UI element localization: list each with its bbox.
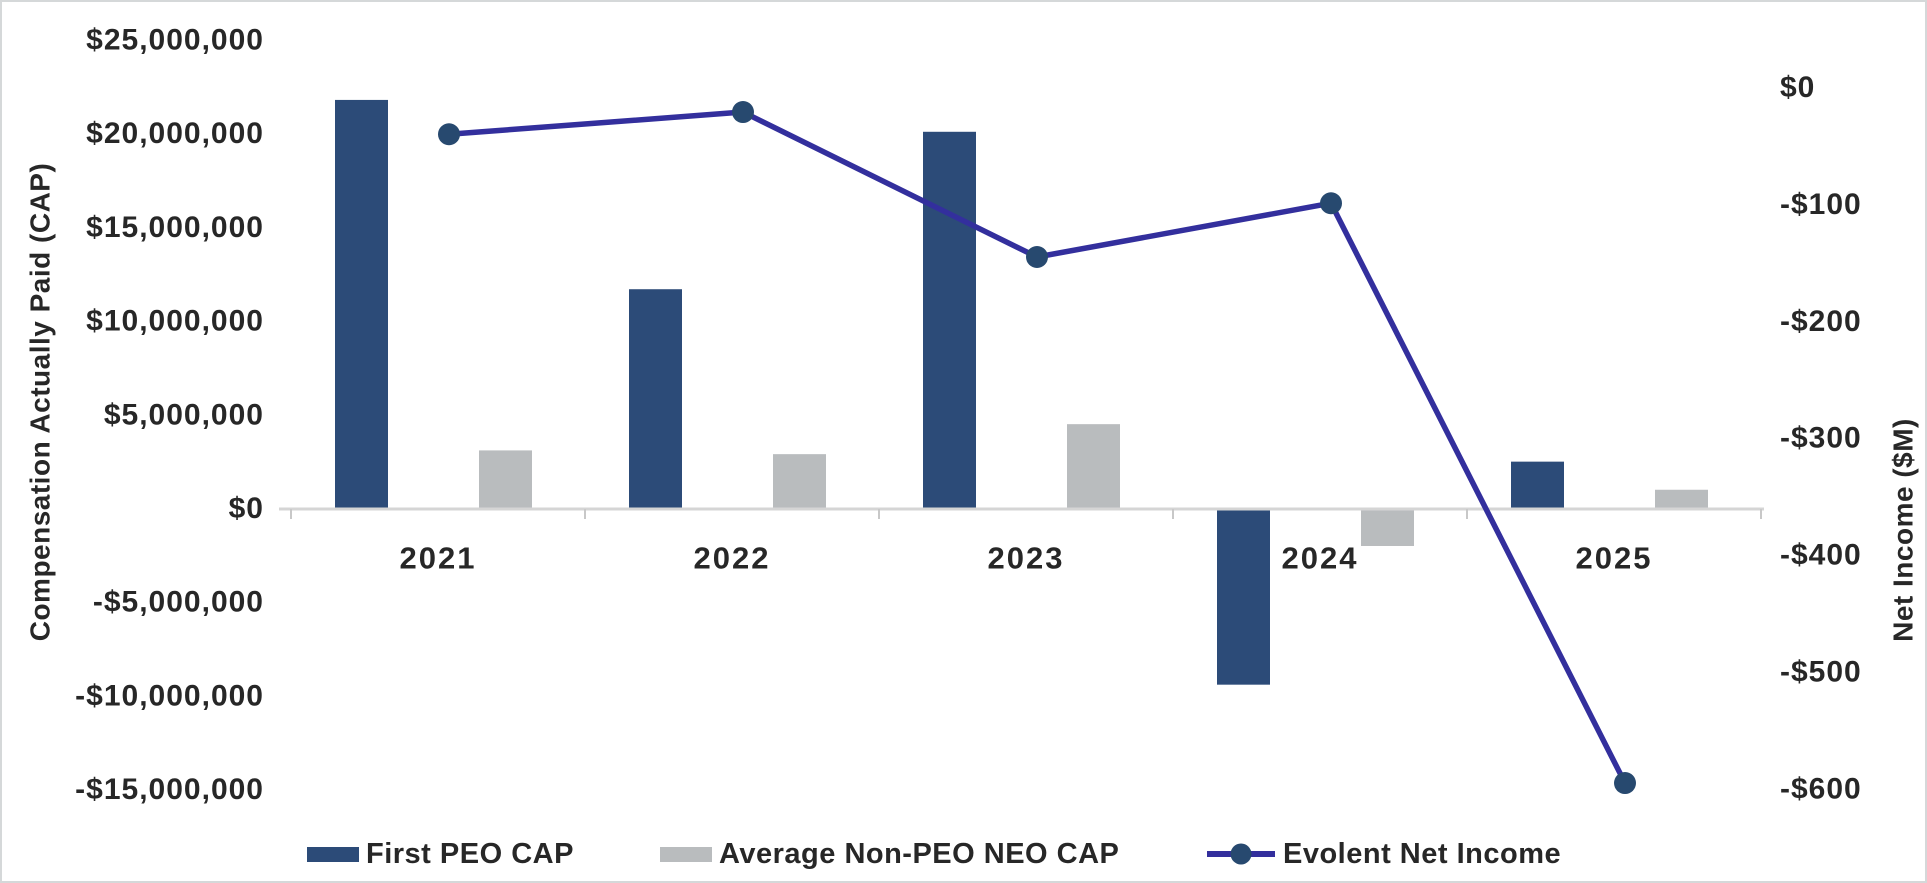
x-axis-label-2023: 2023	[988, 541, 1065, 576]
left-axis-tick-label: $20,000,000	[86, 117, 264, 150]
bar-avg-non-peo-neo-cap-2021	[479, 450, 532, 509]
left-axis-tick-label: $0	[229, 492, 264, 525]
left-axis-title: Compensation Actually Paid (CAP)	[25, 163, 56, 642]
bar-avg-non-peo-neo-cap-2024	[1361, 508, 1414, 546]
legend-line-marker-icon	[1207, 843, 1275, 865]
right-axis-tick-label: -$100	[1780, 188, 1862, 221]
legend-item-avg-non-peo-neo-cap: Average Non-PEO NEO CAP	[660, 838, 1119, 870]
legend-label-avg-non-peo-neo-cap: Average Non-PEO NEO CAP	[719, 837, 1120, 870]
bar-avg-non-peo-neo-cap-2023	[1067, 424, 1120, 509]
legend: First PEO CAP Average Non-PEO NEO CAP Ev…	[2, 838, 1925, 870]
legend-item-evolent-net-income: Evolent Net Income	[1207, 838, 1561, 870]
bar-avg-non-peo-neo-cap-2025	[1655, 489, 1708, 509]
bar-avg-non-peo-neo-cap-2022	[773, 454, 826, 509]
x-axis-label-2024: 2024	[1282, 541, 1359, 576]
net-income-point-2025	[1614, 772, 1636, 795]
bar-first-peo-cap-2023	[923, 131, 976, 509]
bar-first-peo-cap-2021	[335, 99, 388, 509]
right-axis-tick-label: -$600	[1780, 772, 1862, 805]
right-axis-tick-label: -$200	[1780, 305, 1862, 338]
left-axis-tick-label: -$10,000,000	[75, 679, 264, 712]
legend-label-evolent-net-income: Evolent Net Income	[1283, 837, 1562, 870]
left-axis-tick-label: $10,000,000	[86, 305, 264, 338]
left-axis-tick-label: $25,000,000	[86, 23, 264, 56]
legend-item-first-peo-cap: First PEO CAP	[307, 838, 574, 870]
legend-swatch-first-peo-cap	[307, 846, 359, 862]
bar-first-peo-cap-2025	[1511, 461, 1564, 509]
bar-first-peo-cap-2022	[629, 289, 682, 509]
right-axis-tick-label: $0	[1780, 71, 1815, 104]
net-income-point-2021	[438, 123, 460, 146]
right-axis-tick-label: -$300	[1780, 422, 1862, 455]
net-income-point-2023	[1026, 246, 1048, 269]
right-axis-tick-label: -$400	[1780, 539, 1862, 572]
x-axis-label-2022: 2022	[694, 541, 771, 576]
bar-first-peo-cap-2024	[1217, 508, 1270, 685]
legend-swatch-avg-non-peo-neo-cap	[660, 846, 712, 862]
x-axis-label-2021: 2021	[400, 541, 477, 576]
x-axis-label-2025: 2025	[1576, 541, 1653, 576]
left-axis-tick-label: $15,000,000	[86, 211, 264, 244]
left-axis-tick-label: $5,000,000	[104, 398, 264, 431]
net-income-point-2022	[732, 101, 754, 124]
left-axis-tick-label: -$15,000,000	[75, 773, 264, 806]
net-income-point-2024	[1320, 192, 1342, 215]
net-income-line	[446, 109, 1628, 786]
right-axis-tick-label: -$500	[1780, 656, 1862, 689]
right-axis-title: Net Income ($M)	[1888, 418, 1919, 642]
legend-label-first-peo-cap: First PEO CAP	[366, 837, 574, 870]
left-axis-tick-label: -$5,000,000	[93, 586, 264, 619]
